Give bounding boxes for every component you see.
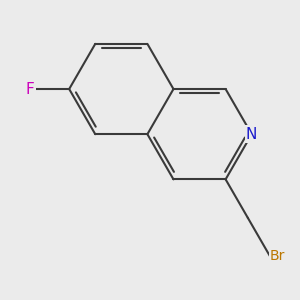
Text: Br: Br <box>270 249 285 263</box>
Text: F: F <box>26 82 34 97</box>
Text: N: N <box>246 127 257 142</box>
